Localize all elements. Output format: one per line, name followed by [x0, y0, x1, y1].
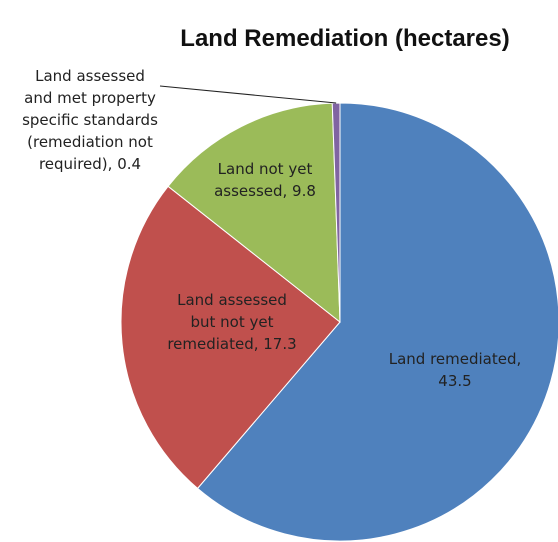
- chart-title: Land Remediation (hectares): [180, 25, 509, 52]
- data-label: Land not yet assessed, 9.8: [214, 160, 316, 200]
- data-label: Land assessed but not yet remediated, 17.3: [167, 291, 296, 353]
- leader-line: [159, 85, 337, 104]
- data-label: Land remediated, 43.5: [389, 350, 522, 390]
- data-label: Land assessed and met property specific st…: [22, 67, 158, 173]
- pie-slice: [196, 102, 558, 542]
- pie-slice: [167, 102, 341, 324]
- pie-slice: [120, 185, 341, 490]
